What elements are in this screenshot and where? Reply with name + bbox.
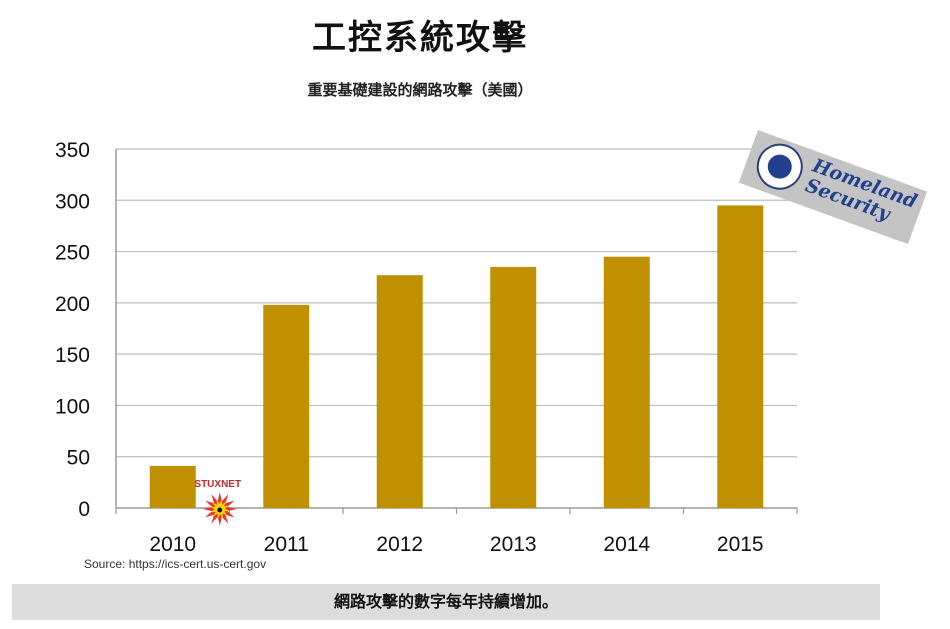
bar-2015 xyxy=(717,205,764,508)
y-tick-label: 150 xyxy=(55,344,90,367)
y-tick-label: 350 xyxy=(55,139,90,162)
x-tick-label: 2012 xyxy=(376,533,423,556)
y-tick-label: 250 xyxy=(55,242,90,265)
y-tick-label: 50 xyxy=(67,447,90,470)
bar-2014 xyxy=(603,256,650,508)
dhs-seal-center-icon xyxy=(764,151,796,183)
dhs-seal-icon xyxy=(750,137,810,197)
page-title: 工控系統攻擊 xyxy=(312,18,528,58)
chart-subtitle: 重要基礎建設的網路攻擊（美國） xyxy=(307,81,533,99)
bar-2010 xyxy=(149,465,196,508)
bar-2013 xyxy=(490,266,537,508)
x-tick-label: 2014 xyxy=(603,533,650,556)
x-tick-label: 2011 xyxy=(264,533,309,556)
caption-bar: 網路攻擊的數字每年持續增加。 xyxy=(12,584,880,620)
y-tick-label: 100 xyxy=(55,395,90,418)
y-tick-label: 300 xyxy=(55,190,90,213)
source-note: Source: https://ics-cert.us-cert.gov xyxy=(84,557,267,571)
bar-2012 xyxy=(376,275,423,508)
y-tick-label: 0 xyxy=(78,498,90,521)
stuxnet-label: STUXNET xyxy=(194,479,241,490)
bar-2011 xyxy=(263,304,310,508)
y-tick-label: 200 xyxy=(55,293,90,316)
x-tick-label: 2015 xyxy=(717,533,764,556)
explosion-dot-icon xyxy=(217,507,223,513)
x-tick-label: 2010 xyxy=(149,533,196,556)
x-tick-label: 2013 xyxy=(490,533,537,556)
